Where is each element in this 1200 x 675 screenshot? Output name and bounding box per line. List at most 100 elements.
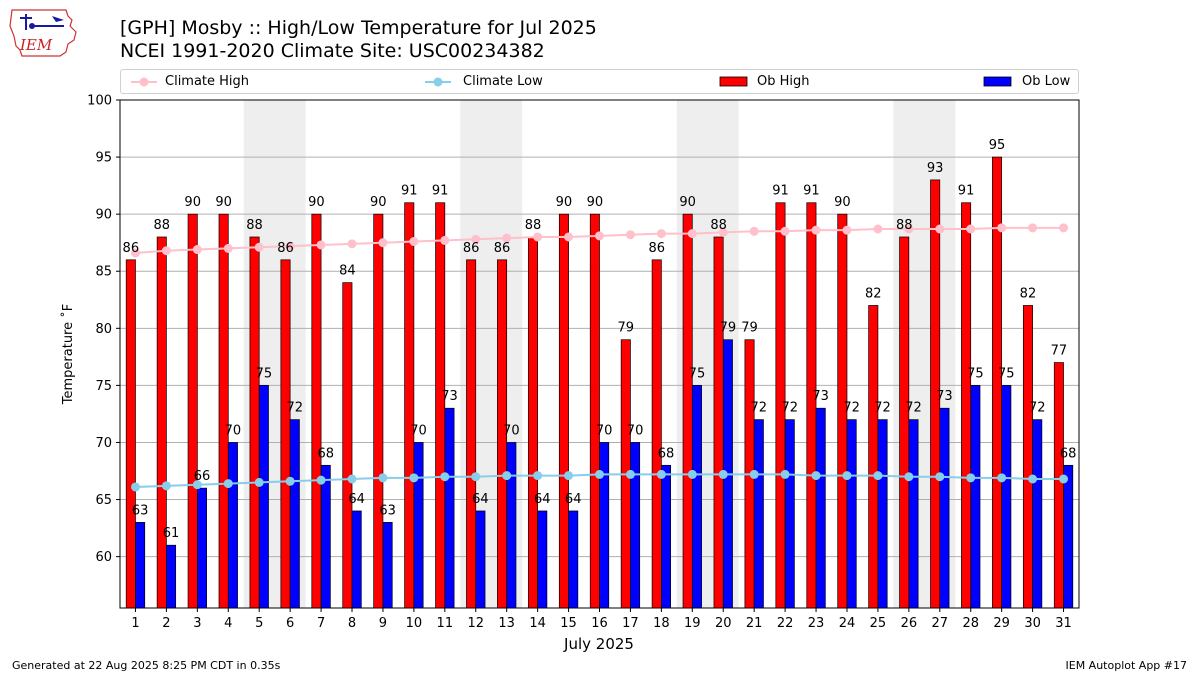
bar-ob-low [661,464,672,609]
label-ob-high: 88 [525,218,542,233]
label-ob-low: 72 [843,401,860,416]
bar-ob-high [466,259,477,609]
label-ob-low: 66 [194,469,211,484]
x-tick-label: 11 [437,616,454,631]
bar-ob-low [166,544,177,609]
bar-ob-low [599,442,610,609]
y-tick-label: 65 [95,493,112,508]
point-climate-high [161,246,171,256]
climate-high-swatch [131,77,157,87]
legend-label-ob-high: Ob High [757,74,810,89]
ob-high-swatch [719,76,748,87]
label-ob-high: 88 [896,218,913,233]
point-climate-high [192,245,202,255]
label-ob-high: 91 [803,184,820,199]
label-ob-high: 88 [246,218,263,233]
x-tick-label: 24 [839,616,856,631]
point-climate-low [966,473,976,483]
point-climate-high [533,232,543,242]
temperature-chart: 8663886190669070887586729068846490639170… [60,94,1080,653]
label-ob-low: 73 [441,389,458,404]
point-climate-low [718,469,728,479]
ob-low-swatch [983,76,1012,87]
point-climate-low [935,472,945,482]
point-climate-low [687,469,697,479]
bar-ob-high [156,236,167,609]
bar-ob-low [475,510,486,609]
bar-ob-high [404,202,415,609]
x-tick-label: 21 [746,616,763,631]
label-ob-high: 91 [401,184,418,199]
chart-title: [GPH] Mosby :: High/Low Temperature for … [120,17,597,39]
y-axis-label: Temperature ˚F [60,304,76,405]
label-ob-low: 70 [596,423,613,438]
bar-ob-high [527,236,538,609]
bar-ob-low [289,419,300,609]
bar-ob-high [249,236,260,609]
x-axis: 1 2 3 4 5 6 7 8 9 10 11 12 13 14 15 16 17 18 19 20 21 22 23 24 2… [131,608,1072,631]
label-ob-high: 90 [556,195,573,210]
climate-lines [130,223,1069,492]
point-climate-low [285,476,295,486]
label-ob-high: 90 [184,195,201,210]
point-climate-high [316,240,326,250]
bar-ob-low [846,419,857,609]
point-climate-high [904,224,914,234]
label-ob-high: 95 [989,138,1006,153]
point-climate-low [192,480,202,490]
x-tick-label: 29 [993,616,1010,631]
label-ob-high: 79 [618,321,635,336]
label-ob-high: 79 [741,321,758,336]
bar-ob-high [218,213,229,609]
point-climate-high [780,226,790,236]
point-climate-low [1059,474,1069,484]
bar-ob-low [258,385,269,609]
x-axis-label: July 2025 [563,635,634,653]
bar-ob-low [1032,419,1043,609]
bar-ob-low [320,464,331,609]
bar-ob-low [1001,385,1012,609]
bar-ob-low [196,487,207,609]
point-climate-high [966,224,976,234]
bar-ob-low [970,385,981,609]
svg-text:IEM: IEM [19,36,53,54]
label-ob-high: 93 [927,161,944,176]
label-ob-low: 68 [317,446,334,461]
label-ob-high: 90 [834,195,851,210]
bar-ob-low [815,407,826,609]
bar-ob-high [651,259,662,609]
label-ob-low: 64 [565,492,582,507]
y-tick-label: 95 [95,151,112,166]
point-climate-high [1028,223,1038,233]
point-climate-low [842,471,852,481]
point-climate-high [997,223,1007,233]
label-ob-high: 86 [494,241,511,256]
point-climate-high [1059,223,1069,233]
x-tick-label: 18 [653,616,670,631]
x-tick-label: 22 [777,616,794,631]
label-ob-high: 91 [432,184,449,199]
point-climate-high [409,237,419,247]
bar-ob-high [682,213,693,609]
footer-generated: Generated at 22 Aug 2025 8:25 PM CDT in … [12,659,281,672]
label-ob-low: 70 [627,423,644,438]
point-climate-low [533,471,543,481]
y-tick-label: 60 [95,550,112,565]
bar-ob-low [506,442,517,609]
label-ob-low: 61 [163,526,180,541]
iem-logo: IEM [9,9,77,57]
x-tick-label: 12 [467,616,484,631]
x-tick-label: 14 [529,616,546,631]
legend-label-ob-low: Ob Low [1022,74,1071,89]
label-ob-low: 73 [812,389,829,404]
point-climate-low [223,479,233,489]
y-tick-label: 90 [95,208,112,223]
label-ob-low: 70 [225,423,242,438]
label-ob-high: 86 [648,241,665,256]
chart-subtitle: NCEI 1991-2020 Climate Site: USC00234382 [120,40,545,62]
point-climate-low [254,477,264,487]
point-climate-low [471,472,481,482]
point-climate-high [935,224,945,234]
x-tick-label: 23 [808,616,825,631]
point-climate-low [564,471,574,481]
